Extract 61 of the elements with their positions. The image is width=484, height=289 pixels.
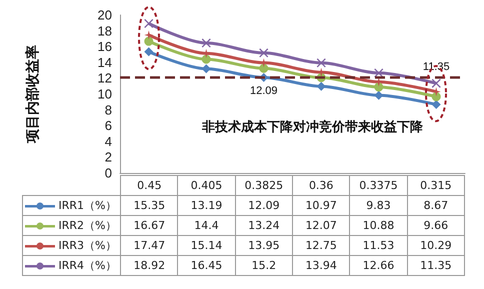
data-label: 10.88 bbox=[350, 216, 408, 236]
point bbox=[144, 19, 154, 28]
x-tick-label: 0.45 bbox=[120, 176, 178, 196]
point bbox=[374, 68, 384, 78]
data-label: 17.47 bbox=[120, 236, 178, 256]
data-label: 16.67 bbox=[120, 216, 178, 236]
point bbox=[432, 100, 441, 110]
point bbox=[144, 30, 154, 40]
y-tick-label: 10 bbox=[98, 86, 112, 102]
y-tick-label: 4 bbox=[104, 134, 112, 149]
point bbox=[202, 38, 211, 48]
data-label: 15.35 bbox=[120, 196, 178, 216]
y-tick-label: 20 bbox=[98, 8, 112, 22]
point bbox=[374, 82, 384, 92]
y-tick-label: 0 bbox=[104, 166, 112, 180]
y-tick-label: 2 bbox=[104, 150, 112, 165]
data-label: 12.75 bbox=[292, 236, 350, 256]
annotation: 非技术成本下降对冲竞价带来收益下降 bbox=[201, 119, 424, 134]
point bbox=[316, 58, 326, 68]
data-label: 9.66 bbox=[407, 216, 464, 236]
data-label: 10.97 bbox=[292, 196, 350, 216]
data-label: 13.19 bbox=[178, 196, 236, 216]
data-label: 11.35 bbox=[407, 256, 464, 276]
x-tick-label: 0.3375 bbox=[350, 176, 408, 196]
y-tick-label: 16 bbox=[98, 39, 112, 54]
x-tick-label: 0.315 bbox=[407, 176, 464, 196]
data-label: 15.2 bbox=[235, 256, 293, 276]
y-tick-label: 6 bbox=[104, 118, 112, 134]
y-axis-title: 项目内部收益率 bbox=[24, 45, 41, 144]
data-label: 13.94 bbox=[292, 256, 350, 276]
data-label: 16.45 bbox=[178, 256, 236, 276]
legend-label: IRR1（%） bbox=[57, 199, 116, 212]
point bbox=[259, 48, 268, 58]
data-label: 14.4 bbox=[178, 216, 236, 236]
x-tick-label: 0.405 bbox=[178, 176, 236, 196]
y-tick-label: 18 bbox=[98, 23, 112, 38]
data-label: 9.83 bbox=[350, 196, 408, 216]
data-label: 18.92 bbox=[120, 256, 178, 276]
point bbox=[259, 64, 268, 73]
annotation: 12.09 bbox=[250, 84, 278, 97]
legend-label: IRR4（%） bbox=[57, 259, 116, 272]
x-tick-label: 0.36 bbox=[292, 176, 350, 196]
data-label: 12.07 bbox=[292, 216, 350, 236]
data-label: 13.95 bbox=[235, 236, 293, 256]
point bbox=[144, 47, 154, 56]
data-label: 12.66 bbox=[350, 256, 408, 276]
point bbox=[432, 92, 441, 102]
data-label: 8.67 bbox=[407, 196, 464, 216]
y-tick-label: 8 bbox=[104, 102, 112, 118]
legend-label: IRR3（%） bbox=[57, 239, 116, 252]
legend-label: IRR2（%） bbox=[57, 219, 116, 232]
data-label: 13.24 bbox=[235, 216, 293, 236]
data-label: 10.29 bbox=[407, 236, 464, 256]
data-label: 12.09 bbox=[235, 196, 293, 216]
point bbox=[202, 54, 211, 64]
y-tick-label: 12 bbox=[98, 70, 112, 86]
data-label: 11.53 bbox=[350, 236, 408, 256]
data-label: 15.14 bbox=[178, 236, 236, 256]
point bbox=[144, 36, 154, 46]
y-tick-label: 14 bbox=[98, 54, 112, 70]
x-tick-label: 0.3825 bbox=[235, 176, 293, 196]
